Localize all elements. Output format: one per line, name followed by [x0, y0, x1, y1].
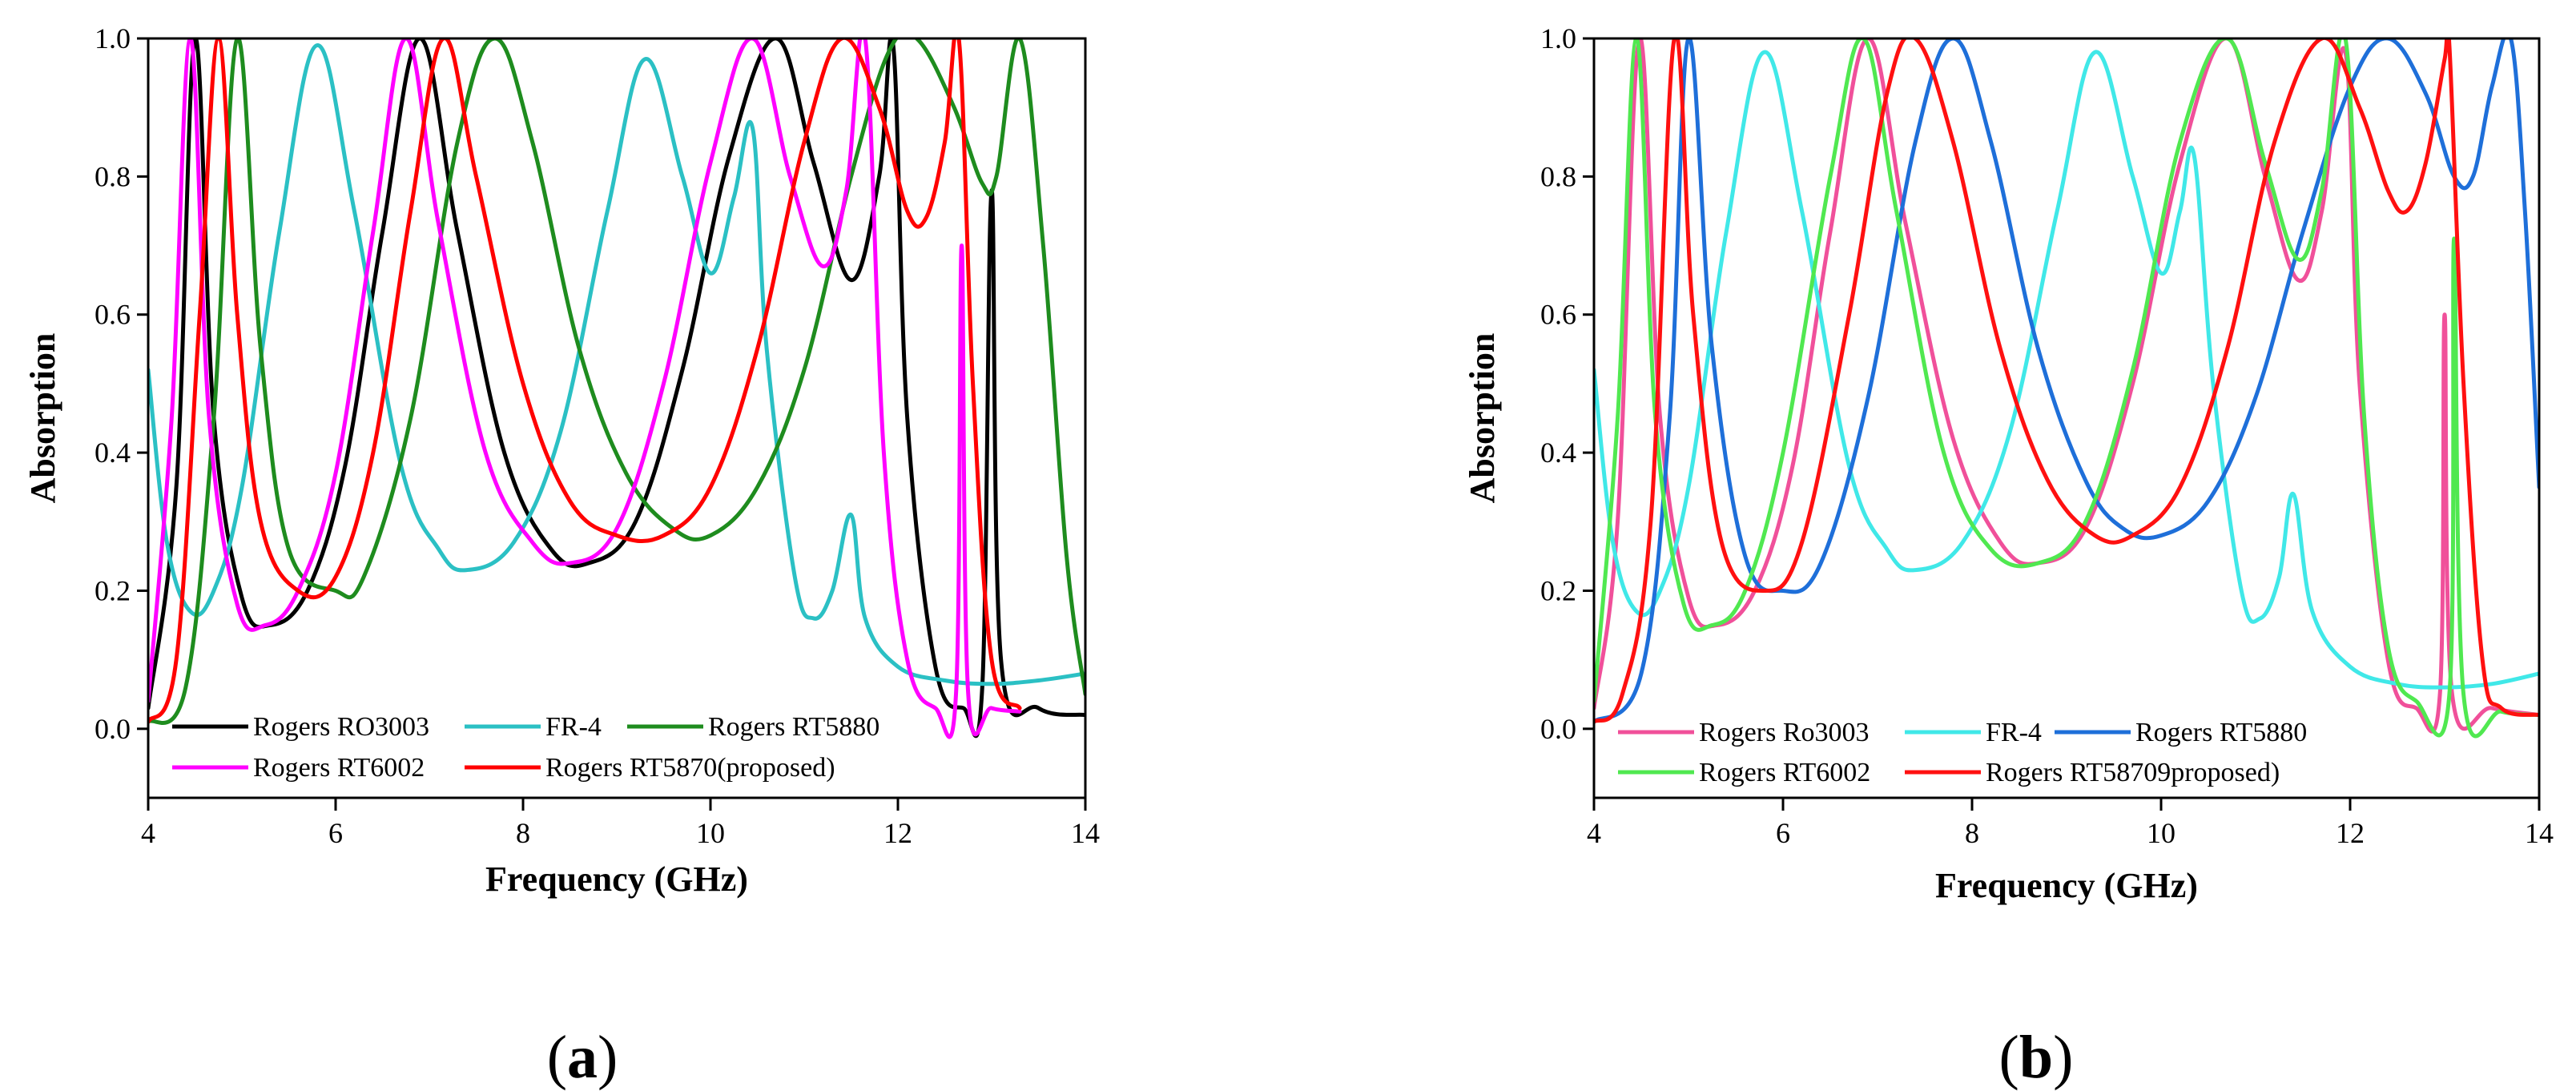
axis-ticks: 4 6 8 10 12 14 0.0 0.2 0.4 0.6 0.8 1.0: [1540, 22, 2554, 849]
plot-frame: [1592, 37, 2541, 799]
y-tick-label: 1.0: [95, 22, 131, 54]
y-tick-label: 0.2: [95, 574, 131, 606]
x-tick-label: 8: [1965, 817, 1979, 849]
x-tick-label: 6: [328, 817, 343, 849]
y-axis-title: Absorption: [1463, 333, 1502, 504]
series-line-2: [1594, 50, 2539, 690]
x-tick-label: 12: [2336, 817, 2365, 849]
y-tick-label: 1.0: [1540, 22, 1576, 54]
x-tick-label: 12: [883, 817, 912, 849]
series-line-2: [148, 43, 1085, 686]
legend-label: FR-4: [545, 712, 602, 742]
y-tick-label: 0.6: [95, 299, 131, 331]
chart-panel-a: 4 6 8 10 12 14 0.0 0.2 0.4 0.6 0.8 1.0 Frequency (G…: [23, 22, 1100, 1091]
plot-frame: [147, 37, 1087, 799]
y-tick-label: 0.2: [1540, 574, 1576, 606]
x-tick-label: 4: [1587, 817, 1601, 849]
legend-label: Rogers RT5880: [708, 712, 879, 742]
legend-label: Rogers RT6002: [1699, 758, 1870, 787]
legend-label: Rogers RT5870(proposed): [545, 753, 835, 783]
panel-label-a: (a): [547, 1024, 618, 1091]
series-layer: [1594, 38, 2539, 739]
x-tick-label: 14: [2525, 817, 2554, 849]
legend: Rogers Ro3003 FR-4 Rogers RT5880 Rogers RT6…: [1618, 718, 2307, 787]
legend-label: FR-4: [1986, 718, 2042, 747]
y-tick-label: 0.6: [1540, 299, 1576, 331]
y-tick-label: 0.4: [1540, 437, 1576, 469]
axis-ticks: 4 6 8 10 12 14 0.0 0.2 0.4 0.6 0.8 1.0: [95, 22, 1100, 849]
chart-panel-b: 4 6 8 10 12 14 0.0 0.2 0.4 0.6 0.8 1.0 Frequency (G…: [1463, 22, 2554, 1091]
y-tick-label: 0.0: [95, 713, 131, 745]
y-tick-label: 0.4: [95, 437, 131, 469]
y-tick-label: 0.0: [1540, 713, 1576, 745]
series-line-4: [1594, 38, 2539, 739]
series-line-4: [148, 38, 1022, 739]
series-line-1: [1594, 38, 2539, 734]
series-line-5: [1594, 38, 2539, 724]
y-axis-title: Absorption: [23, 333, 62, 504]
legend-label: Rogers RO3003: [253, 712, 429, 742]
series-line-5: [148, 38, 1022, 724]
x-axis-title: Frequency (GHz): [485, 860, 748, 899]
series-line-3: [1594, 38, 2539, 724]
legend-label: Rogers RT5880: [2135, 718, 2307, 747]
legend-label: Rogers RT58709proposed): [1986, 758, 2280, 787]
series-layer: [148, 38, 1085, 739]
legend: Rogers RO3003 FR-4 Rogers RT5880 Rogers RT6…: [172, 712, 879, 783]
x-tick-label: 10: [2147, 817, 2176, 849]
x-tick-label: 6: [1776, 817, 1790, 849]
series-line-1: [148, 38, 1085, 739]
y-tick-label: 0.8: [95, 160, 131, 192]
y-tick-label: 0.8: [1540, 160, 1576, 192]
x-tick-label: 4: [141, 817, 155, 849]
series-line-3: [148, 38, 1085, 725]
x-tick-label: 8: [516, 817, 530, 849]
legend-label: Rogers RT6002: [253, 753, 425, 783]
x-tick-label: 10: [696, 817, 725, 849]
legend-label: Rogers Ro3003: [1699, 718, 1870, 747]
panel-label-b: (b): [1999, 1024, 2074, 1091]
x-axis-title: Frequency (GHz): [1935, 866, 2198, 905]
x-tick-label: 14: [1071, 817, 1100, 849]
